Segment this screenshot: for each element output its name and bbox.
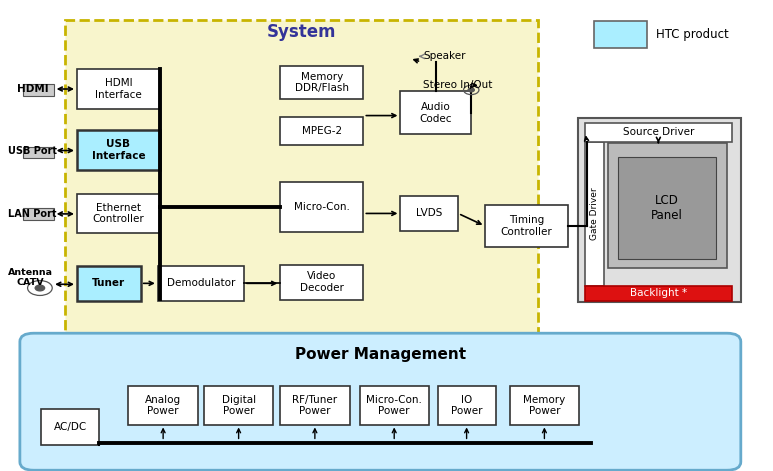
FancyBboxPatch shape bbox=[509, 386, 579, 424]
Text: Memory
DDR/Flash: Memory DDR/Flash bbox=[295, 72, 349, 93]
Text: HDMI: HDMI bbox=[17, 84, 49, 94]
FancyBboxPatch shape bbox=[280, 265, 363, 300]
FancyBboxPatch shape bbox=[400, 196, 458, 231]
Text: USB
Interface: USB Interface bbox=[92, 139, 145, 161]
Text: Micro-Con.: Micro-Con. bbox=[294, 202, 349, 212]
FancyBboxPatch shape bbox=[20, 333, 741, 470]
FancyBboxPatch shape bbox=[618, 157, 716, 259]
Text: Speaker: Speaker bbox=[424, 51, 466, 61]
Text: Source Driver: Source Driver bbox=[623, 127, 694, 138]
Text: Backlight *: Backlight * bbox=[630, 288, 687, 298]
FancyBboxPatch shape bbox=[359, 386, 429, 424]
Text: Stereo In/Out: Stereo In/Out bbox=[424, 80, 493, 90]
Text: Antenna
CATV: Antenna CATV bbox=[8, 268, 53, 287]
Text: Ethernet
Controller: Ethernet Controller bbox=[93, 203, 145, 225]
Text: LVDS: LVDS bbox=[416, 208, 442, 218]
FancyBboxPatch shape bbox=[23, 84, 54, 97]
Text: Demodulator: Demodulator bbox=[167, 278, 235, 288]
Text: Tuner: Tuner bbox=[92, 278, 125, 288]
FancyBboxPatch shape bbox=[77, 194, 160, 234]
Text: LAN Port: LAN Port bbox=[8, 209, 56, 219]
Circle shape bbox=[468, 88, 475, 92]
Text: Video
Decoder: Video Decoder bbox=[300, 271, 344, 293]
FancyBboxPatch shape bbox=[400, 91, 472, 134]
FancyBboxPatch shape bbox=[77, 266, 141, 300]
Text: USB Port: USB Port bbox=[8, 146, 56, 155]
FancyBboxPatch shape bbox=[158, 266, 244, 300]
FancyBboxPatch shape bbox=[280, 65, 363, 99]
Text: LCD
Panel: LCD Panel bbox=[651, 194, 683, 222]
FancyBboxPatch shape bbox=[77, 69, 160, 109]
Text: AC/DC: AC/DC bbox=[53, 422, 87, 432]
FancyBboxPatch shape bbox=[280, 182, 363, 232]
FancyBboxPatch shape bbox=[585, 122, 731, 142]
FancyBboxPatch shape bbox=[577, 118, 741, 302]
Text: Digital
Power: Digital Power bbox=[222, 395, 256, 416]
FancyBboxPatch shape bbox=[23, 208, 54, 220]
Text: Analog
Power: Analog Power bbox=[145, 395, 181, 416]
Text: HTC product: HTC product bbox=[656, 28, 729, 41]
Text: Gate Driver: Gate Driver bbox=[591, 187, 599, 240]
Text: Audio
Codec: Audio Codec bbox=[420, 102, 452, 123]
Text: Memory
Power: Memory Power bbox=[523, 395, 566, 416]
Circle shape bbox=[36, 285, 45, 291]
Text: Timing
Controller: Timing Controller bbox=[501, 215, 553, 237]
FancyBboxPatch shape bbox=[65, 20, 538, 334]
Text: System: System bbox=[267, 23, 336, 41]
Text: Micro-Con.
Power: Micro-Con. Power bbox=[366, 395, 422, 416]
FancyBboxPatch shape bbox=[594, 21, 647, 48]
FancyBboxPatch shape bbox=[280, 117, 363, 145]
FancyBboxPatch shape bbox=[204, 386, 274, 424]
FancyBboxPatch shape bbox=[485, 204, 568, 247]
Text: MPEG-2: MPEG-2 bbox=[301, 126, 342, 136]
FancyBboxPatch shape bbox=[280, 386, 349, 424]
FancyBboxPatch shape bbox=[608, 143, 727, 268]
FancyBboxPatch shape bbox=[438, 386, 495, 424]
Text: HDMI
Interface: HDMI Interface bbox=[95, 78, 141, 99]
Text: IO
Power: IO Power bbox=[451, 395, 482, 416]
FancyBboxPatch shape bbox=[585, 142, 604, 286]
FancyBboxPatch shape bbox=[42, 409, 99, 445]
FancyBboxPatch shape bbox=[585, 286, 731, 300]
Text: Power Management: Power Management bbox=[295, 347, 466, 362]
FancyBboxPatch shape bbox=[77, 130, 160, 170]
FancyBboxPatch shape bbox=[23, 147, 54, 157]
FancyBboxPatch shape bbox=[128, 386, 198, 424]
Text: RF/Tuner
Power: RF/Tuner Power bbox=[292, 395, 338, 416]
